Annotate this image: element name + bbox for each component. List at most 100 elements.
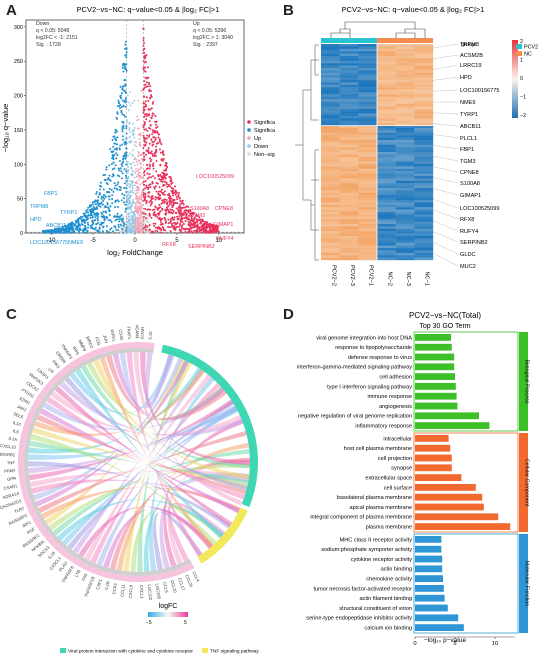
chord-ribbon	[28, 405, 238, 474]
chord-gene-label: VCAM1	[135, 325, 140, 340]
volcano-legend-marker	[247, 152, 251, 156]
go-term-label: calcium ion binding	[364, 626, 412, 632]
go-term-label: actin filament binding	[359, 596, 412, 602]
chord-gene-label: SELE	[12, 411, 24, 420]
go-bar	[415, 422, 490, 429]
chord-gene-label: LTB	[74, 569, 82, 578]
chord-ribbon	[75, 368, 224, 539]
chord-gene-label: IL15	[147, 331, 153, 340]
go-term-label: immune response	[368, 394, 412, 400]
volcano-legend-label: Significant Down	[254, 128, 275, 134]
panel-label-d: D	[283, 306, 294, 323]
pathway-label-tnf: TNF signaling pathway	[210, 649, 259, 655]
volcano-gene-label: LOC100525099	[196, 174, 234, 180]
heatmap-gene-label: ABCB11	[460, 124, 481, 130]
go-bar	[415, 474, 462, 481]
down-box-title: Down	[36, 21, 49, 27]
chord-gene-label: PGF	[26, 526, 36, 535]
chord-diagram: CCL4CCL25CCL17CCL20CCL5LOC100LOC102CXCL3…	[0, 325, 259, 655]
heatmap-gene-label: S100A8	[460, 181, 480, 187]
up-box-fc: log2FC > 1: 3040	[193, 35, 233, 41]
pathway-arc-tnf	[197, 507, 248, 564]
volcano-xtick: -5	[90, 238, 96, 244]
heatmap-sample-label: NC−2	[386, 272, 392, 286]
volcano-gene-label: TGM3	[190, 213, 205, 219]
volcano-title: PCV2−vs−NC: q−value<0.05 & |log₂ FC|>1	[77, 5, 220, 14]
go-bar	[415, 523, 511, 530]
chord-gene-label: CXCL9	[128, 584, 134, 598]
go-term-label: actin binding	[381, 567, 412, 573]
volcano-legend-label: Significant Up	[254, 120, 275, 126]
volcano-gene-label: FBP1	[44, 191, 57, 197]
heatmap-sample-label: PCV2−2	[330, 265, 336, 286]
volcano-xtick: -10	[47, 238, 56, 244]
chord-gene-label: JUN	[102, 334, 109, 343]
chord-gene-label: TLR2	[13, 505, 25, 514]
group-legend-title: group	[461, 42, 475, 48]
chord-ribbon	[32, 427, 248, 489]
chord-ribbon	[167, 459, 250, 565]
chord-gene-label: JAK2	[16, 404, 28, 413]
heatmap-scale-tick: 2	[520, 39, 523, 45]
volcano-legend-marker	[247, 144, 251, 148]
go-term-label: basolateral plasma membrane	[337, 495, 412, 501]
go-term-label: inflammatory response	[355, 424, 412, 430]
go-bar	[415, 575, 443, 582]
logfc-min: −5	[146, 620, 152, 626]
heatmap-gene-label: TGM3	[460, 159, 476, 165]
down-box-q: q < 0.05: 5048	[36, 28, 69, 34]
heatmap-gene-label: TYRP1	[460, 112, 478, 118]
go-bar	[415, 536, 442, 543]
go-term-label: apical plasma membrane	[350, 505, 413, 511]
volcano-xlabel: log₂ FoldChange	[107, 248, 163, 257]
chord-ribbon	[28, 399, 234, 481]
go-xtick: 0	[413, 641, 416, 647]
row-dendrogram	[295, 44, 319, 261]
chord-ribbon	[123, 361, 192, 572]
volcano-legend-label: Up	[254, 136, 261, 142]
volcano-ytick: 0	[20, 231, 23, 237]
go-bar	[415, 545, 442, 553]
chord-gene-label: CCL4	[191, 571, 201, 583]
heatmap-gene-label: TRPM8	[460, 42, 479, 48]
go-bar	[415, 363, 455, 371]
heatmap-gene-label: RFX8	[460, 217, 474, 223]
go-bar	[415, 585, 444, 592]
go-bar	[415, 484, 476, 491]
go-term-label: sodium:phosphate symporter activity	[321, 547, 412, 553]
volcano-xtick: 0	[133, 238, 137, 244]
heatmap-gene-label: ACSM2B	[460, 53, 483, 59]
chord-gene-label: IL1A	[8, 436, 18, 442]
heatmap-gene-label: LOC100156775	[460, 88, 500, 94]
go-category-band	[519, 433, 528, 532]
go-category-label: Molecular Function	[524, 561, 530, 607]
chord-gene-label: PTGS2	[21, 387, 36, 399]
chord-gene-label: IRF5	[71, 345, 80, 356]
chord-ribbon	[29, 440, 249, 486]
chord-ribbon	[36, 414, 247, 495]
chord-gene-label: CCR1	[111, 582, 118, 595]
volcano-gene-label: TRPM8	[30, 204, 48, 210]
chord-ribbon	[41, 487, 241, 520]
heatmap-gene-label: MUC2	[460, 264, 476, 270]
pathway-arc-viral	[161, 344, 258, 507]
pathway-swatch-viral	[60, 648, 66, 653]
go-bar	[415, 402, 458, 410]
heatmap-gene-label: CPNE8	[460, 170, 479, 176]
logfc-max: 5	[184, 620, 187, 626]
chord-gene-label: CCL17	[177, 577, 186, 592]
chord-gene-label: CXCL3	[139, 585, 144, 599]
go-bar	[415, 614, 459, 622]
chord-gene-label: RIPK1	[109, 329, 117, 343]
chord-gene-label: CCL25	[184, 574, 194, 589]
volcano-xtick: 10	[216, 238, 223, 244]
volcano-gene-label: HPD	[30, 217, 41, 223]
go-bar	[415, 353, 455, 361]
go-term-label: extracellular space	[365, 476, 412, 482]
go-term-label: type I interferon signaling pathway	[327, 384, 412, 390]
volcano-gene-label: RUFY4	[216, 236, 234, 242]
go-bar	[415, 435, 449, 442]
heatmap-scale-tick: −2	[520, 113, 526, 119]
chord-gene-label: PLAU	[58, 560, 68, 572]
chord-ribbon	[46, 396, 246, 500]
